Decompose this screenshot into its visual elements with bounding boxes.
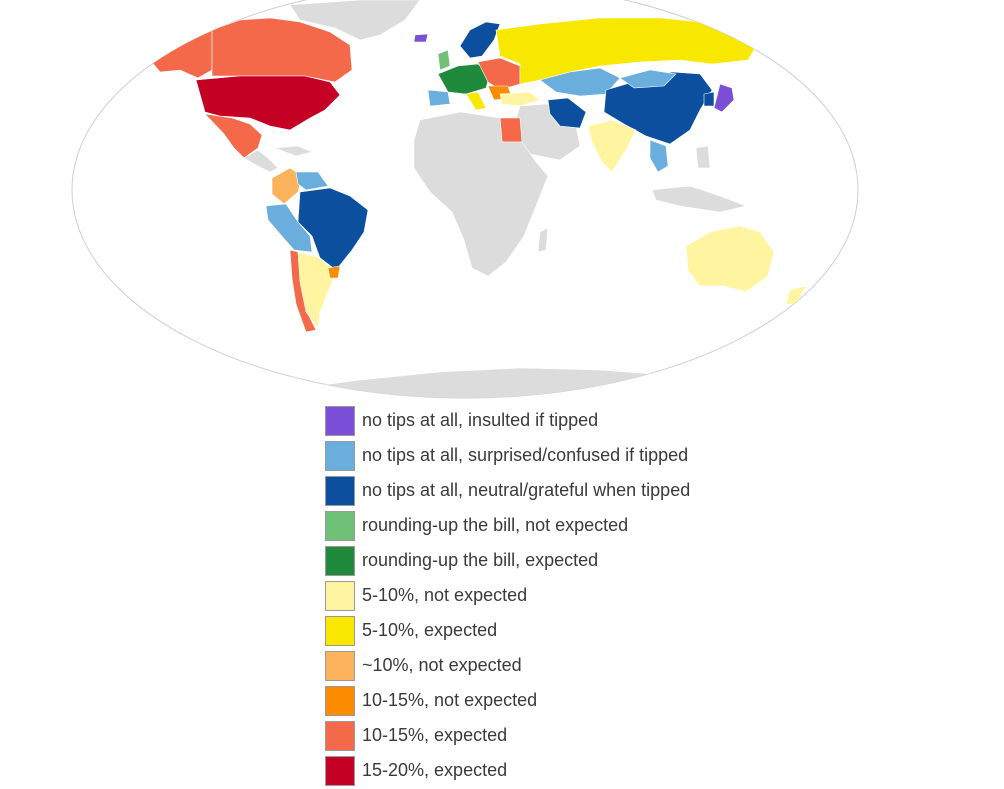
- legend-item-insulted: no tips at all, insulted if tipped: [325, 403, 765, 438]
- legend-label: no tips at all, surprised/confused if ti…: [362, 445, 689, 465]
- region-greenland: [289, 0, 421, 41]
- region-australia: [685, 225, 775, 293]
- region-africa: [413, 111, 549, 277]
- region-central-america: [243, 149, 279, 173]
- legend-swatch-neutral: [325, 475, 355, 506]
- region-alaska: [149, 27, 213, 79]
- legend-swatch-round_not: [325, 510, 355, 541]
- legend-swatch-p10_15_exp: [325, 720, 355, 751]
- legend-item-round_not: rounding-up the bill, not expected: [325, 508, 765, 543]
- legend-label: ~10%, not expected: [362, 655, 522, 675]
- legend-item-p10_15_exp: 10-15%, expected: [325, 718, 765, 753]
- region-colombia: [271, 167, 303, 205]
- legend-swatch-insulted: [325, 405, 355, 436]
- region-philippines: [695, 145, 711, 169]
- legend-item-p15_20_exp: 15-20%, expected: [325, 753, 765, 788]
- legend-item-round_exp: rounding-up the bill, expected: [325, 543, 765, 578]
- legend-label: 10-15%, expected: [362, 725, 508, 745]
- legend-label: 5-10%, expected: [362, 620, 498, 640]
- region-argentina: [297, 251, 337, 329]
- legend-item-p10_15_not: 10-15%, not expected: [325, 683, 765, 718]
- region-india: [587, 119, 637, 173]
- legend-label: rounding-up the bill, expected: [362, 550, 599, 570]
- region-iran: [547, 97, 587, 129]
- legend-label: 15-20%, expected: [362, 760, 508, 780]
- legend-item-p5_exp: 5-10%, expected: [325, 613, 765, 648]
- region-italy: [465, 91, 487, 111]
- legend-swatch-p10_not: [325, 650, 355, 681]
- legend-swatch-surprised: [325, 440, 355, 471]
- legend-swatch-p5_not: [325, 580, 355, 611]
- region-mongolia: [619, 69, 677, 89]
- region-usa: [195, 75, 341, 131]
- region-mexico: [204, 113, 263, 159]
- region-brazil: [297, 187, 369, 271]
- region-venezuela: [295, 171, 329, 191]
- legend-label: 10-15%, not expected: [362, 690, 538, 710]
- world-map: [71, 0, 859, 399]
- legend-swatch-round_exp: [325, 545, 355, 576]
- region-korea: [703, 91, 715, 107]
- legend-swatch-p10_15_not: [325, 685, 355, 716]
- region-indonesia: [651, 185, 748, 213]
- region-peru: [265, 203, 313, 253]
- legend-label: no tips at all, neutral/grateful when ti…: [362, 480, 691, 500]
- map-legend: no tips at all, insulted if tipped no tip…: [325, 403, 765, 788]
- region-egypt: [499, 117, 523, 143]
- region-uruguay: [327, 265, 341, 279]
- region-uk: [437, 49, 451, 71]
- legend-label: no tips at all, insulted if tipped: [362, 410, 599, 430]
- region-russia: [495, 17, 763, 85]
- legend-swatch-p15_20_exp: [325, 755, 355, 786]
- legend-swatch-p5_exp: [325, 615, 355, 646]
- legend-item-surprised: no tips at all, surprised/confused if ti…: [325, 438, 765, 473]
- legend-label: rounding-up the bill, not expected: [362, 515, 629, 535]
- region-iceland: [413, 33, 429, 43]
- region-iberia: [427, 89, 451, 107]
- region-se-asia: [649, 139, 669, 173]
- legend-item-p10_not: ~10%, not expected: [325, 648, 765, 683]
- legend-label: 5-10%, not expected: [362, 585, 528, 605]
- legend-item-neutral: no tips at all, neutral/grateful when ti…: [325, 473, 765, 508]
- region-kazakhstan: [539, 67, 621, 97]
- region-madagascar: [537, 227, 549, 253]
- region-caribbean: [274, 145, 313, 157]
- legend-item-p5_not: 5-10%, not expected: [325, 578, 765, 613]
- region-japan: [713, 83, 735, 113]
- region-turkey: [499, 91, 541, 107]
